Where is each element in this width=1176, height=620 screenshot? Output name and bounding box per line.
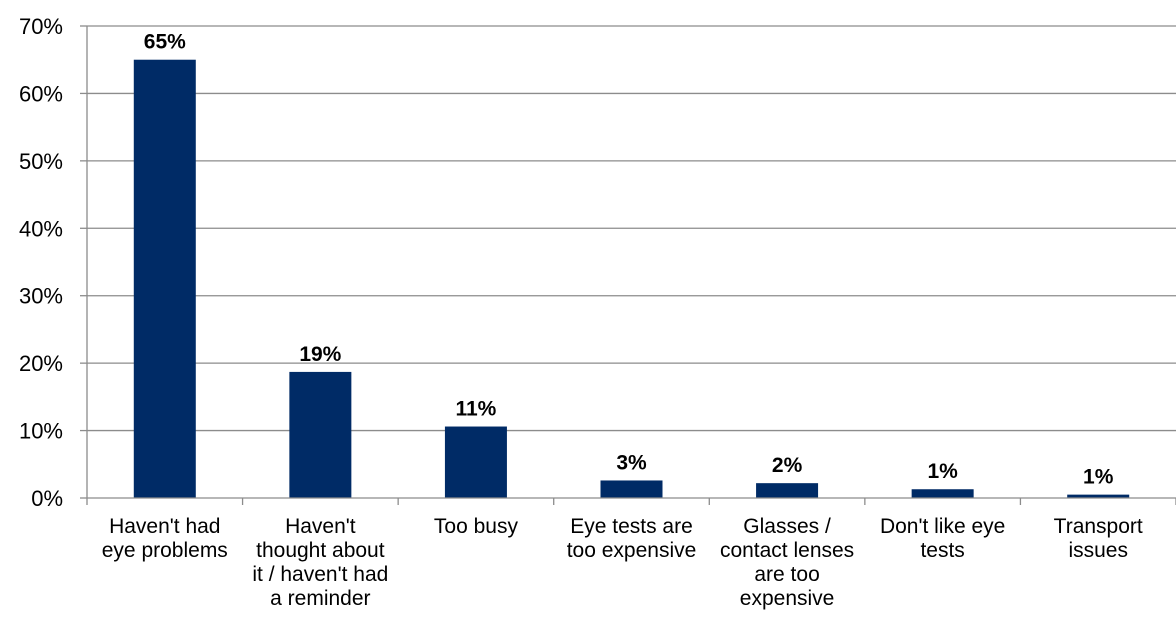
x-category-label-line: it / haven't had xyxy=(252,563,388,586)
data-label: 1% xyxy=(927,460,958,483)
x-category-label-line: contact lenses xyxy=(720,539,854,562)
x-category-label-line: Eye tests are xyxy=(570,515,693,538)
x-axis xyxy=(86,26,1176,505)
x-category-label-line: Don't like eye xyxy=(880,515,1005,538)
x-category-label-line: Too busy xyxy=(434,515,519,538)
data-label: 11% xyxy=(455,398,496,421)
x-category-label: Haven't thought about it / haven't had a re… xyxy=(252,515,388,610)
x-category-label: Too busy xyxy=(434,515,519,538)
y-tick-label: 20% xyxy=(19,351,63,376)
y-tick-label: 50% xyxy=(19,149,63,174)
x-category-label-line: Transport xyxy=(1054,515,1143,538)
y-axis-ticks: 0% 10% 20% 30% 40% 50% 60% 70% xyxy=(19,14,87,511)
bar xyxy=(1067,494,1130,498)
y-tick-label: 10% xyxy=(19,419,63,444)
data-label: 2% xyxy=(772,454,803,477)
x-category-label-line: are too xyxy=(754,563,819,586)
x-category-label: Eye tests are too expensive xyxy=(567,515,697,562)
x-category-label-line: expensive xyxy=(740,587,835,610)
x-category-label-line: tests xyxy=(920,539,964,562)
x-category-label: Haven't had eye problems xyxy=(102,515,228,562)
bar xyxy=(600,480,663,498)
bar xyxy=(911,489,974,498)
data-label: 1% xyxy=(1083,466,1114,489)
y-tick-label: 40% xyxy=(19,216,63,241)
x-category-label: Don't like eye tests xyxy=(880,515,1005,562)
x-category-label-line: Haven't xyxy=(285,515,356,538)
bar xyxy=(444,426,507,498)
data-label: 3% xyxy=(616,451,647,474)
gridlines xyxy=(87,25,1176,432)
x-category-label-line: a reminder xyxy=(270,587,370,610)
x-category-label-line: issues xyxy=(1068,539,1128,562)
data-label: 19% xyxy=(299,343,341,366)
x-category-label-line: thought about xyxy=(256,539,385,562)
x-category-label-line: Haven't had xyxy=(109,515,220,538)
y-tick-label: 70% xyxy=(19,14,63,39)
x-axis-category-labels: Haven't had eye problems Haven't thought ab… xyxy=(102,515,1143,610)
bars xyxy=(133,59,1130,498)
x-category-label: Glasses / contact lenses are too expensive xyxy=(720,515,854,610)
data-labels: 65% 19% 11% 3% 2% 1% 1% xyxy=(144,31,1114,489)
bar xyxy=(133,59,196,498)
x-category-label: Transport issues xyxy=(1054,515,1143,562)
y-tick-label: 30% xyxy=(19,284,63,309)
bar xyxy=(289,371,352,498)
x-category-label-line: eye problems xyxy=(102,539,228,562)
x-category-label-line: too expensive xyxy=(567,539,697,562)
y-tick-label: 0% xyxy=(31,486,63,511)
x-category-label-line: Glasses / xyxy=(743,515,831,538)
y-tick-label: 60% xyxy=(19,81,63,106)
data-label: 65% xyxy=(144,31,186,54)
bar xyxy=(756,483,819,498)
